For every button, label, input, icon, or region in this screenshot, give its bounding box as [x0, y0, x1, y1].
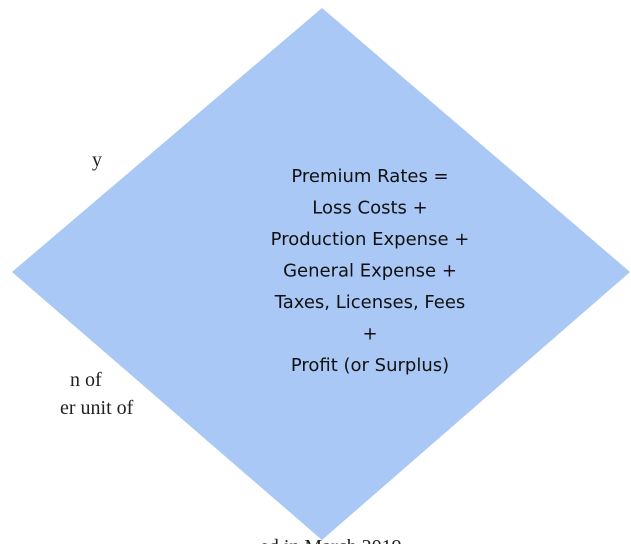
diagram-line: Premium Rates = — [291, 166, 448, 187]
diagram-line: Loss Costs + — [312, 198, 427, 219]
diagram-line: Profit (or Surplus) — [291, 355, 449, 376]
background-text: ed in March 2019 — [260, 536, 402, 544]
background-text: n of — [70, 369, 102, 391]
diagram-line: Taxes, Licenses, Fees — [274, 292, 466, 313]
diagram-line: General Expense + — [283, 261, 457, 282]
background-text: y — [92, 149, 102, 171]
diagram-line: + — [362, 324, 377, 345]
background-text: er unit of — [60, 397, 134, 419]
diagram-line: Production Expense + — [271, 229, 470, 250]
diamond — [12, 8, 630, 540]
